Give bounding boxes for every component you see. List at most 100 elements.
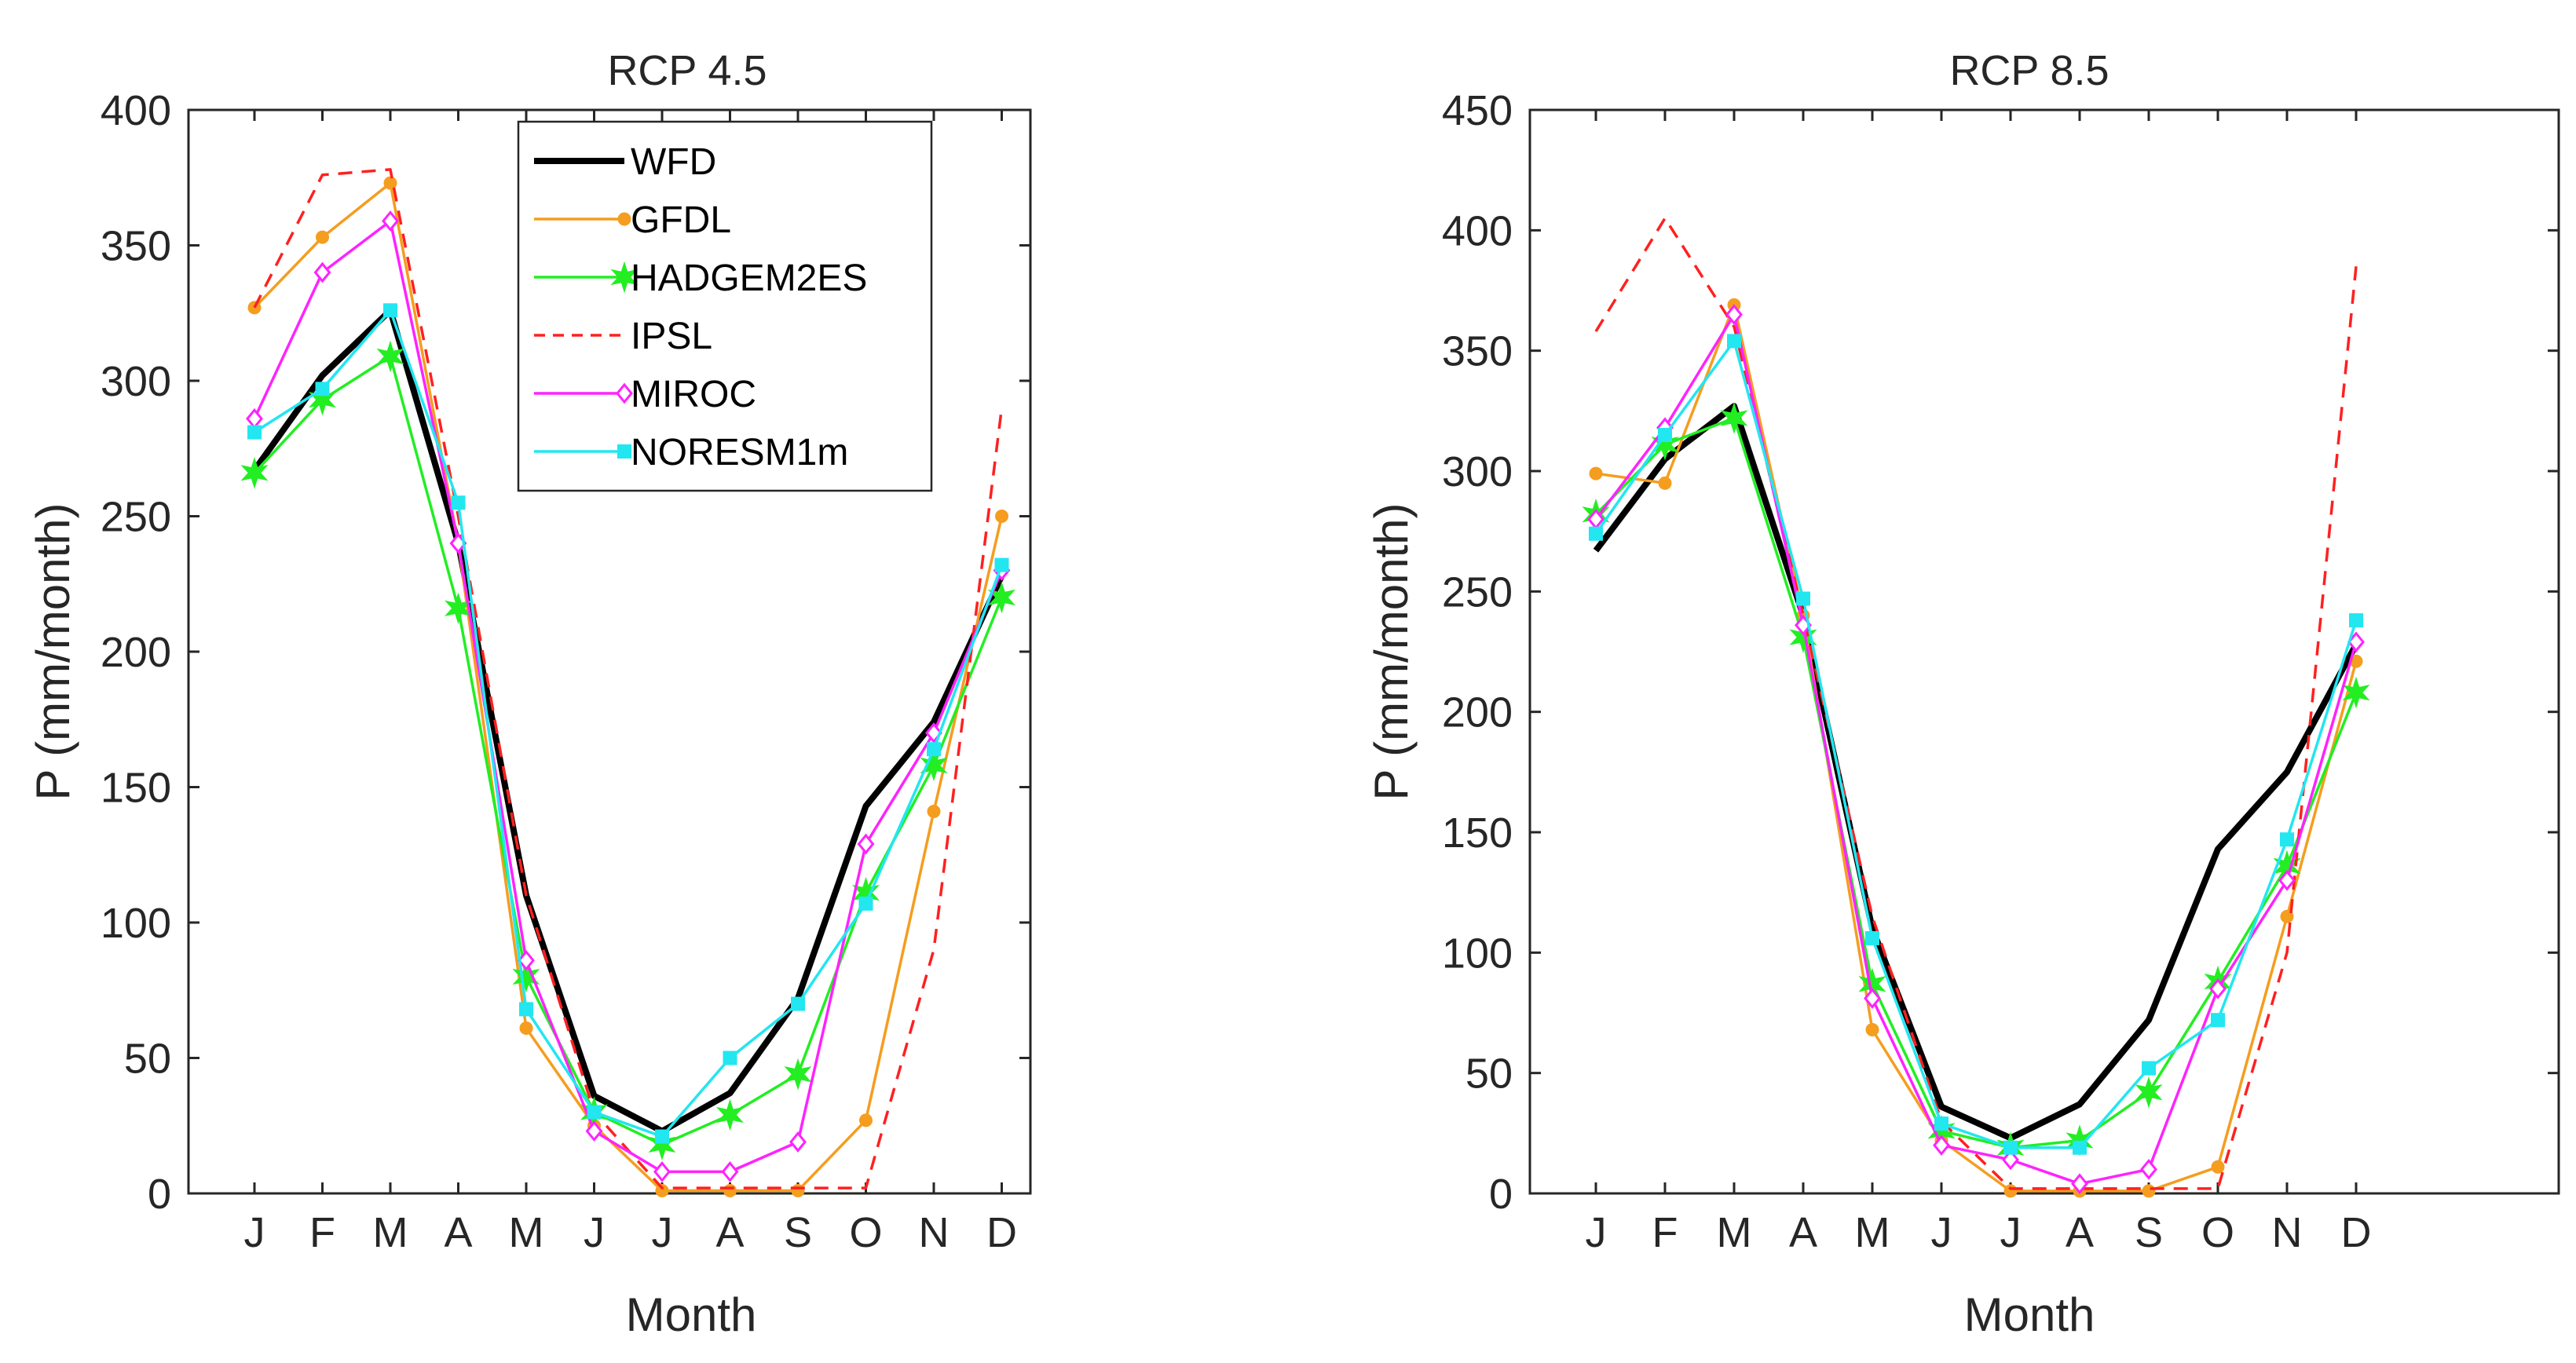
data-point-hadgem2es	[308, 383, 337, 416]
data-point-noresm1m	[858, 896, 873, 911]
y-tick-label: 350	[101, 223, 171, 270]
legend-marker	[617, 444, 631, 459]
data-point-gfdl	[316, 230, 329, 244]
data-point-gfdl	[2003, 1184, 2018, 1198]
data-point-hadgem2es	[240, 457, 269, 489]
data-point-noresm1m	[519, 1002, 533, 1017]
legend-marker	[617, 212, 631, 226]
series-line-miroc	[1594, 312, 2358, 1186]
data-point-gfdl	[2280, 909, 2294, 923]
y-tick-label: 200	[101, 629, 171, 676]
data-point-gfdl	[519, 1021, 533, 1036]
data-point-hadgem2es	[444, 592, 473, 625]
series-layer	[240, 168, 1016, 1198]
legend-item-hadgem2es: HADGEM2ES	[534, 258, 867, 299]
data-point-noresm1m	[791, 996, 805, 1011]
x-tick-label: M	[1717, 1209, 1752, 1256]
y-tick-label: 100	[1442, 930, 1513, 977]
x-tick-label: S	[784, 1209, 812, 1256]
y-tick-label: 150	[101, 765, 171, 812]
x-tick-label: A	[444, 1209, 472, 1256]
y-tick-label: 250	[101, 494, 171, 541]
y-tick-label: 100	[101, 900, 171, 947]
x-tick-label: J	[584, 1209, 605, 1256]
series-line-gfdl	[253, 181, 1004, 1193]
series-layer	[1582, 217, 2370, 1198]
data-point-noresm1m	[587, 1105, 602, 1120]
series-line-ipsl	[1594, 217, 2358, 1190]
series-line-wfd	[251, 307, 1005, 1135]
legend-item-wfd: WFD	[534, 141, 716, 183]
series-wfd	[1593, 403, 2359, 1142]
series-line-gfdl	[1595, 303, 2358, 1193]
y-tick-label: 300	[101, 358, 171, 405]
legend-label: GFDL	[631, 199, 731, 241]
y-tick-label: 450	[1442, 87, 1513, 134]
data-point-noresm1m	[2142, 1061, 2156, 1076]
data-point-miroc	[1933, 1135, 1950, 1157]
y-axis: 0 50 100 150 200 250 300 350 400	[101, 87, 1030, 1218]
data-point-gfdl	[1589, 466, 1603, 481]
data-point-gfdl	[383, 176, 397, 190]
x-tick-label: J	[652, 1209, 673, 1256]
data-point-gfdl	[2142, 1184, 2156, 1198]
y-tick-label: 0	[148, 1171, 171, 1218]
data-point-hadgem2es	[715, 1098, 745, 1131]
series-line-noresm1m	[1594, 339, 2358, 1149]
x-tick-label: M	[1855, 1209, 1890, 1256]
y-tick-label: 400	[1442, 207, 1513, 254]
series-ipsl	[1594, 217, 2358, 1190]
legend-label: NORESM1m	[631, 432, 848, 473]
data-point-miroc	[1864, 988, 1881, 1009]
data-point-miroc	[721, 1161, 739, 1182]
x-tick-label: M	[509, 1209, 544, 1256]
x-tick-label: J	[1931, 1209, 1952, 1256]
data-point-miroc	[2209, 977, 2227, 999]
data-point-hadgem2es	[648, 1128, 676, 1161]
data-point-noresm1m	[927, 742, 941, 757]
x-tick-label: F	[1652, 1209, 1678, 1256]
data-point-noresm1m	[1796, 591, 1810, 606]
x-tick-label: J	[2000, 1209, 2022, 1256]
x-tick-label: M	[373, 1209, 408, 1256]
data-point-gfdl	[2211, 1160, 2225, 1174]
data-point-noresm1m	[247, 425, 262, 440]
data-point-miroc	[789, 1131, 807, 1153]
data-point-gfdl	[927, 805, 941, 819]
data-point-gfdl	[723, 1184, 737, 1198]
data-point-hadgem2es	[1720, 402, 1748, 434]
y-axis: 0 50 100 150 200 250 300 350 400 450	[1442, 87, 2559, 1218]
chart-title: RCP 4.5	[607, 47, 767, 94]
data-point-hadgem2es	[920, 749, 948, 782]
data-point-gfdl	[655, 1184, 669, 1198]
data-point-miroc	[2140, 1158, 2157, 1180]
data-point-hadgem2es	[784, 1058, 812, 1091]
data-point-hadgem2es	[376, 340, 404, 373]
data-point-gfdl	[791, 1184, 805, 1198]
series-line-miroc	[253, 219, 1004, 1174]
data-point-noresm1m	[1934, 1116, 1948, 1131]
data-point-miroc	[857, 833, 875, 855]
legend-box	[517, 120, 933, 492]
x-tick-label: A	[2066, 1209, 2094, 1256]
data-point-miroc	[1725, 304, 1743, 326]
series-hadgem2es	[240, 340, 1016, 1161]
data-point-noresm1m	[2073, 1140, 2087, 1155]
data-point-gfdl	[995, 510, 1008, 523]
data-point-noresm1m	[1865, 930, 1879, 945]
legend-label: MIROC	[631, 374, 756, 415]
data-point-noresm1m	[723, 1051, 737, 1065]
legend-item-miroc: MIROC	[534, 374, 756, 415]
data-point-miroc	[653, 1161, 671, 1182]
x-axis-label: Month	[626, 1288, 757, 1341]
data-point-miroc	[2071, 1173, 2088, 1195]
data-point-gfdl	[247, 301, 262, 315]
series-gfdl	[1589, 298, 2363, 1198]
y-tick-label: 0	[1489, 1171, 1513, 1218]
y-tick-label: 50	[1465, 1051, 1513, 1098]
legend: WFD GFDL HADGEM2ES IPSL MIROC NORESM1m	[517, 120, 933, 492]
